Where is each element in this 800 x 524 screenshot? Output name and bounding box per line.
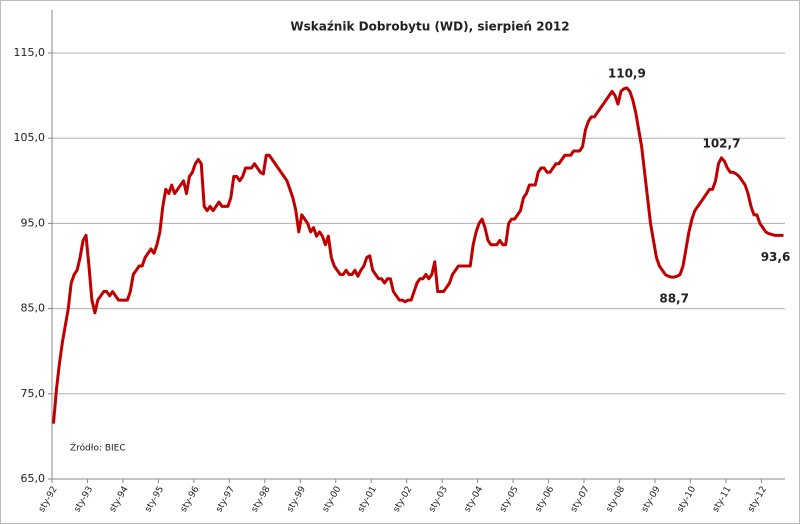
y-tick-label: 105,0 bbox=[14, 131, 46, 144]
data-label: 102,7 bbox=[702, 136, 740, 150]
y-tick-label: 95,0 bbox=[21, 216, 46, 229]
y-tick-label: 75,0 bbox=[21, 387, 46, 400]
data-label: 110,9 bbox=[608, 66, 646, 80]
data-label: 88,7 bbox=[659, 292, 689, 306]
chart-title: Wskaźnik Dobrobytu (WD), sierpień 2012 bbox=[290, 20, 569, 34]
data-label: 93,6 bbox=[761, 250, 791, 264]
y-tick-label: 65,0 bbox=[21, 472, 46, 485]
y-tick-label: 115,0 bbox=[14, 46, 46, 59]
source-note: Źródło: BIEC bbox=[70, 442, 126, 454]
y-tick-label: 85,0 bbox=[21, 302, 46, 315]
data-line bbox=[51, 86, 784, 424]
